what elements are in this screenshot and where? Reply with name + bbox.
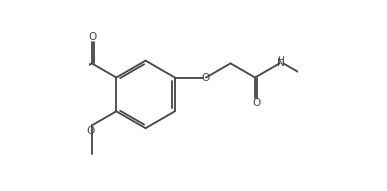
- Text: O: O: [202, 73, 210, 83]
- Text: N: N: [277, 58, 284, 68]
- Text: O: O: [89, 32, 97, 42]
- Text: O: O: [252, 98, 260, 108]
- Text: H: H: [277, 56, 284, 65]
- Text: O: O: [87, 126, 95, 136]
